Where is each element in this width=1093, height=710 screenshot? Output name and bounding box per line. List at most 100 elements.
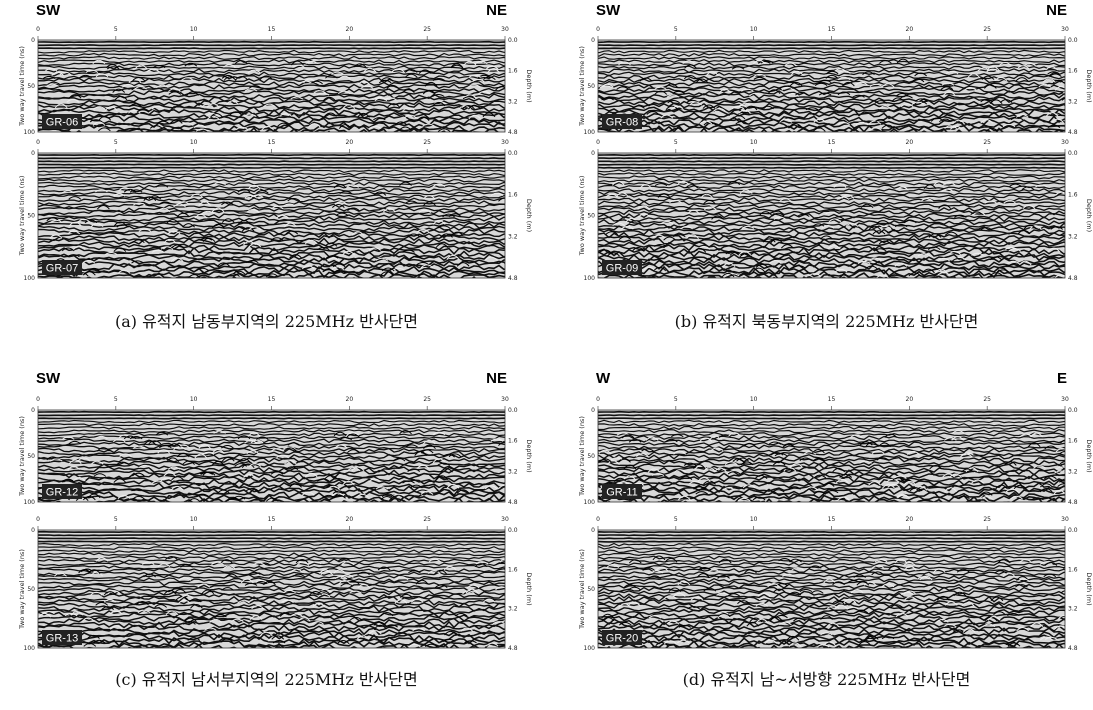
diffraction [788, 591, 802, 596]
diffraction [221, 445, 234, 449]
diffraction [981, 75, 995, 80]
diffraction [748, 92, 762, 97]
diffraction [151, 249, 165, 253]
radargram-frame [597, 152, 1066, 279]
diffraction [432, 458, 446, 463]
time-tick-label: 0 [31, 37, 35, 44]
diffraction [167, 466, 181, 470]
diffraction [418, 451, 432, 455]
diffraction [1019, 558, 1032, 563]
diffraction [373, 621, 387, 626]
diffraction [138, 464, 152, 469]
diffraction [827, 245, 841, 250]
diffraction [347, 449, 360, 453]
diffraction [157, 449, 171, 454]
reflector [598, 463, 1065, 470]
depth-tick-label: 3.2 [508, 606, 518, 613]
diffraction [759, 211, 772, 216]
reflector [38, 166, 505, 169]
diffraction [188, 598, 202, 603]
reflector [598, 191, 1065, 196]
reflector [598, 193, 1065, 199]
diffraction [462, 96, 476, 100]
time-axis-label: Two way travel time (ns) [578, 46, 586, 127]
diffraction [49, 458, 63, 462]
diffraction [1023, 224, 1037, 230]
diffraction [316, 246, 330, 251]
diffraction [945, 70, 959, 75]
reflector [598, 472, 1065, 480]
reflector [598, 74, 1065, 80]
diffraction [882, 483, 895, 489]
diffraction [495, 561, 505, 566]
diffraction [307, 123, 321, 128]
reflector [38, 425, 505, 430]
diffraction [845, 222, 859, 227]
reflector [598, 200, 1065, 206]
time-tick-label: 0 [31, 150, 35, 157]
reflector [598, 153, 1065, 157]
diffraction [176, 452, 190, 458]
diffraction [676, 180, 690, 186]
diffraction [292, 64, 305, 68]
diffraction [678, 624, 692, 628]
time-tick-label: 100 [24, 129, 36, 136]
diffraction [683, 462, 697, 466]
diffraction [223, 64, 236, 68]
diffraction [710, 447, 724, 451]
diffraction [213, 430, 226, 434]
diffraction [770, 452, 784, 456]
diffraction [170, 257, 184, 263]
diffraction [423, 444, 436, 449]
diffraction [404, 73, 418, 78]
time-axis-label: Two way travel time (ns) [578, 549, 586, 630]
reflector [38, 49, 505, 54]
distance-tick-label: 10 [750, 396, 758, 403]
direction-left: SW [596, 2, 621, 19]
distance-tick-label: 0 [596, 396, 600, 403]
diffraction [860, 203, 874, 209]
diffraction [672, 90, 685, 94]
reflector [38, 178, 505, 183]
diffraction [151, 480, 165, 484]
diffraction [606, 460, 620, 465]
diffraction [193, 124, 207, 129]
diffraction [237, 458, 251, 463]
diffraction [333, 183, 347, 189]
depth-tick-label: 4.8 [508, 499, 518, 506]
diffraction [290, 613, 303, 617]
reflector [38, 555, 505, 560]
diffraction [930, 117, 944, 122]
diffraction [261, 125, 275, 131]
diffraction [984, 200, 998, 204]
diffraction [113, 247, 127, 252]
diffraction [182, 223, 195, 228]
diffraction [714, 467, 727, 473]
diffraction [977, 67, 991, 72]
diffraction [166, 457, 180, 463]
diffraction [173, 588, 187, 594]
time-tick-label: 50 [587, 586, 595, 593]
diffraction [962, 628, 976, 633]
time-tick-label: 100 [24, 499, 36, 506]
reflector [598, 642, 1065, 648]
diffraction [84, 219, 98, 224]
diffraction [989, 256, 1003, 261]
diffraction [170, 485, 184, 491]
diffraction [853, 574, 867, 578]
diffraction [620, 225, 634, 230]
diffraction [775, 583, 789, 587]
reflector [38, 108, 505, 117]
diffraction [374, 97, 388, 102]
diffraction [322, 494, 335, 499]
diffraction [914, 485, 928, 491]
diffraction [357, 112, 370, 118]
diffraction [628, 559, 642, 564]
reflector [598, 540, 1065, 543]
diffraction [165, 610, 179, 616]
diffraction [755, 602, 769, 607]
diffraction [474, 563, 488, 568]
reflector [38, 542, 505, 547]
diffraction [721, 272, 735, 278]
diffraction [646, 111, 660, 115]
